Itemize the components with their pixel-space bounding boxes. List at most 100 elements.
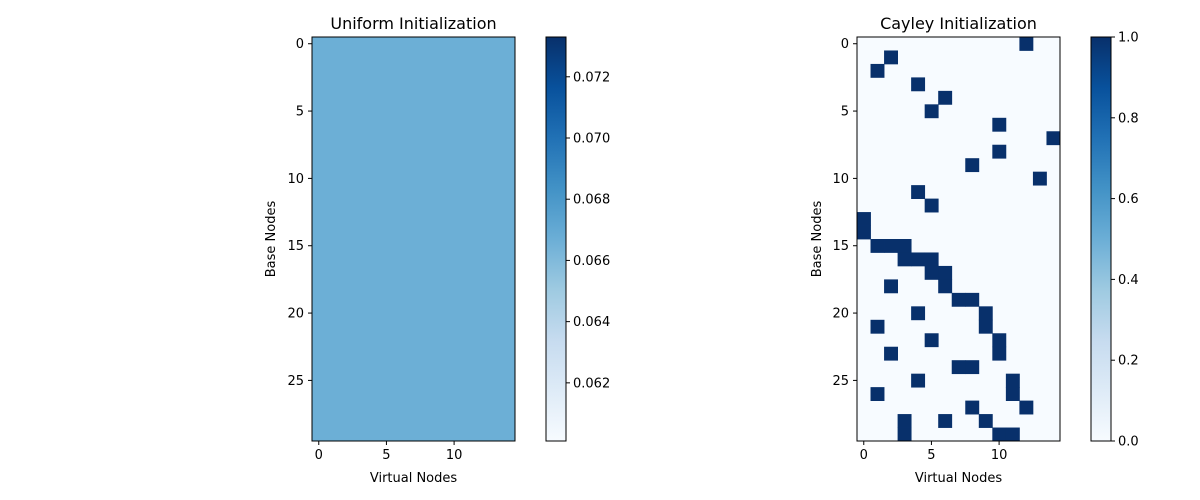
heatmap-cell (992, 427, 1007, 442)
uniform-panel: Uniform Initialization 0 5 10 0 5 10 15 20 25 V… (264, 14, 516, 486)
heatmap-cell (924, 198, 939, 213)
heatmap-cell (924, 265, 939, 280)
heatmap-cell (884, 346, 898, 361)
heatmap-cell (911, 252, 926, 267)
heatmap-cell (965, 400, 980, 415)
uniform-colorbar-ticks: 0.062 0.064 0.066 0.068 0.070 0.072 (566, 70, 610, 391)
heatmap-cell (992, 333, 1007, 348)
heatmap-cell (992, 117, 1007, 132)
y-tick-label: 15 (287, 239, 304, 254)
uniform-title: Uniform Initialization (330, 14, 496, 33)
heatmap-cell (978, 306, 993, 321)
y-tick-label: 5 (296, 105, 304, 120)
heatmap-cell (965, 360, 980, 375)
cayley-y-ticks: 0 5 10 15 20 25 (832, 37, 857, 389)
y-tick-label: 25 (832, 374, 849, 389)
heatmap-cell (965, 158, 980, 173)
y-tick-label: 10 (287, 172, 304, 187)
uniform-colorbar-gradient (545, 36, 567, 442)
heatmap-cell (938, 90, 953, 105)
heatmap-cell (884, 50, 898, 65)
heatmap-cell (992, 144, 1007, 159)
heatmap-cell (951, 360, 966, 375)
colorbar-tick-label: 0.068 (573, 193, 610, 208)
colorbar-tick-label: 0.064 (573, 315, 610, 330)
cayley-frame (856, 36, 1061, 442)
colorbar-tick-label: 1.0 (1118, 31, 1139, 46)
uniform-colorbar: 0.062 0.064 0.066 0.068 0.070 0.072 (545, 36, 610, 442)
heatmap-cell (1046, 131, 1061, 146)
heatmap-cell (884, 239, 898, 253)
heatmap-cell (978, 319, 993, 334)
heatmap-cell (951, 292, 966, 307)
colorbar-tick-label: 0.0 (1118, 435, 1139, 450)
y-tick-label: 20 (832, 307, 849, 322)
cayley-cells (857, 37, 1061, 442)
heatmap-cell (1019, 400, 1034, 415)
heatmap-cell (924, 104, 939, 119)
y-tick-label: 5 (841, 105, 849, 120)
y-tick-label: 15 (832, 239, 849, 254)
heatmap-cell (1005, 387, 1020, 401)
uniform-x-ticks: 0 5 10 (315, 441, 463, 463)
heatmap-cell (857, 225, 871, 240)
heatmap-cell (1005, 373, 1020, 388)
x-tick-label: 5 (382, 448, 390, 463)
heatmap-cell (857, 212, 871, 226)
cayley-xlabel: Virtual Nodes (915, 471, 1003, 486)
heatmap-cell (938, 414, 953, 428)
cayley-colorbar-ticks: 0.0 0.2 0.4 0.6 0.8 1.0 (1111, 31, 1139, 450)
cayley-colorbar-gradient (1090, 36, 1112, 442)
y-tick-label: 0 (296, 37, 304, 52)
colorbar-tick-label: 0.6 (1118, 192, 1139, 207)
colorbar-tick-label: 0.8 (1118, 111, 1139, 126)
colorbar-tick-label: 0.2 (1118, 354, 1139, 369)
uniform-frame (311, 36, 516, 442)
y-tick-label: 25 (287, 374, 304, 389)
x-tick-label: 0 (860, 448, 868, 463)
heatmap-cell (924, 333, 939, 348)
colorbar-tick-label: 0.066 (573, 254, 610, 269)
heatmap-cell (897, 239, 912, 253)
x-tick-label: 5 (927, 448, 935, 463)
y-tick-label: 0 (841, 37, 849, 52)
y-tick-label: 10 (832, 172, 849, 187)
cayley-panel: Cayley Initialization 0 5 10 0 5 10 15 20 25 Vi… (810, 14, 1061, 486)
heatmap-cell (897, 427, 912, 442)
x-tick-label: 0 (315, 448, 323, 463)
x-tick-label: 10 (991, 448, 1008, 463)
heatmap-cell (870, 63, 885, 78)
uniform-ylabel: Base Nodes (264, 201, 279, 278)
cayley-colorbar: 0.0 0.2 0.4 0.6 0.8 1.0 (1090, 31, 1139, 450)
cayley-ylabel: Base Nodes (810, 201, 825, 278)
colorbar-tick-label: 0.062 (573, 376, 610, 391)
colorbar-tick-label: 0.072 (573, 70, 610, 85)
y-tick-label: 20 (287, 307, 304, 322)
heatmap-cell (911, 185, 926, 199)
heatmap-cell (938, 279, 953, 294)
heatmap-cell (870, 239, 885, 253)
heatmap-cell (924, 252, 939, 267)
heatmap-cell (897, 414, 912, 428)
heatmap-cell (911, 373, 926, 388)
colorbar-tick-label: 0.4 (1118, 273, 1139, 288)
heatmap-cell (884, 279, 898, 294)
heatmap-cell (870, 319, 885, 334)
heatmap-cell (911, 306, 926, 321)
heatmap-cell (870, 387, 885, 401)
colorbar-tick-label: 0.070 (573, 132, 610, 147)
heatmap-cell (965, 292, 980, 307)
heatmap-cell (1032, 171, 1047, 186)
x-tick-label: 10 (446, 448, 463, 463)
cayley-x-ticks: 0 5 10 (860, 441, 1008, 463)
uniform-xlabel: Virtual Nodes (370, 471, 458, 486)
heatmap-cell (911, 77, 926, 92)
heatmap-cell (897, 252, 912, 267)
heatmap-cell (938, 265, 953, 280)
heatmap-background (312, 37, 515, 441)
uniform-y-ticks: 0 5 10 15 20 25 (287, 37, 312, 389)
heatmap-cell (978, 414, 993, 428)
uniform-cells (312, 37, 515, 441)
cayley-title: Cayley Initialization (880, 14, 1037, 33)
